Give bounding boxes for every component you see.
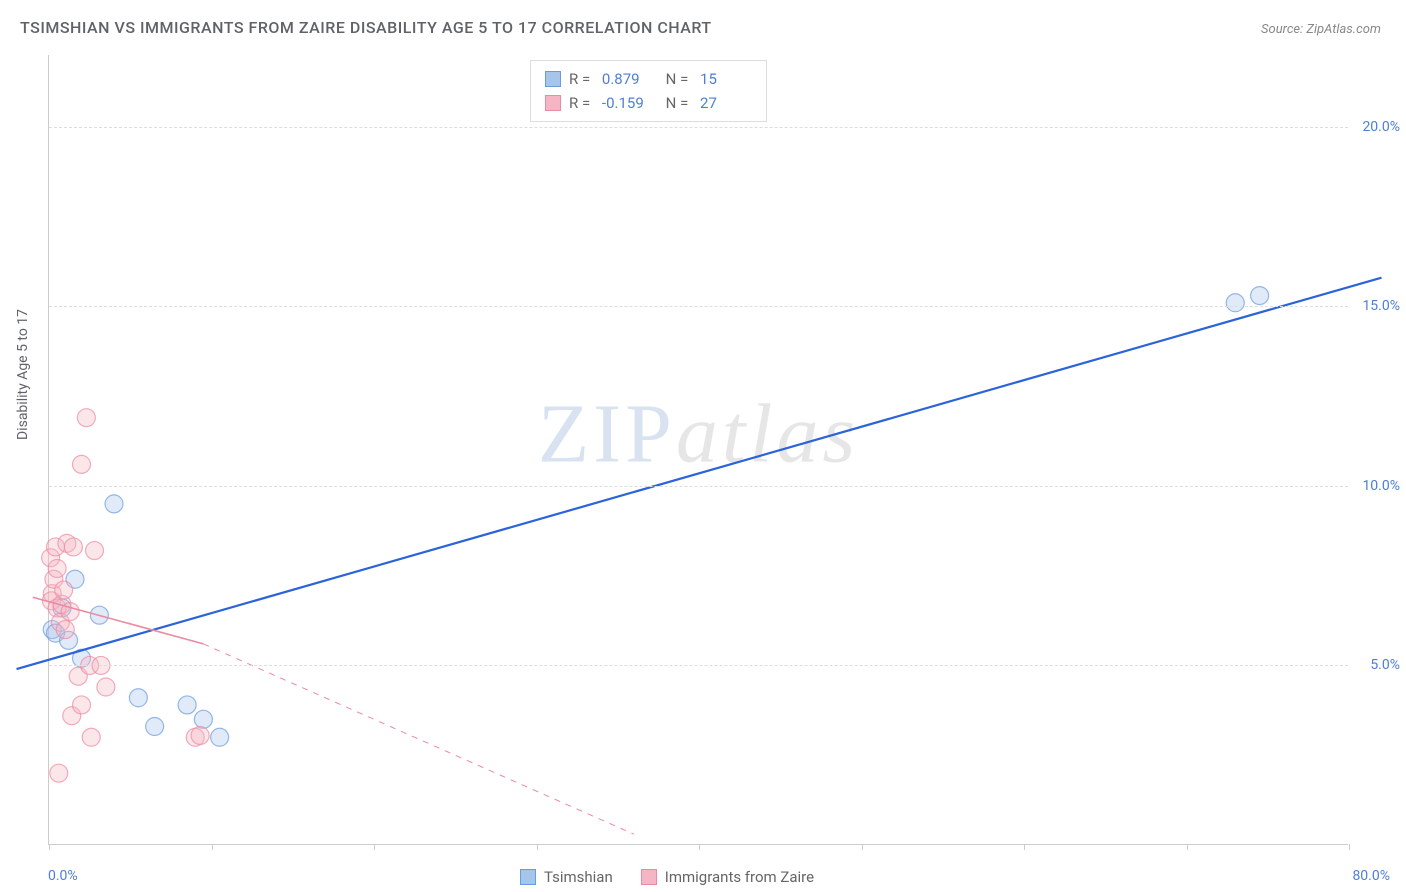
scatter-point: [129, 689, 147, 707]
scatter-point: [105, 495, 123, 513]
gridline: [49, 486, 1348, 487]
scatter-point: [56, 621, 74, 639]
scatter-point: [191, 726, 209, 744]
legend-item: Tsimshian: [520, 868, 613, 886]
chart-svg: [49, 55, 1348, 844]
y-tick-label: 5.0%: [1370, 657, 1400, 673]
stat-n-label: N =: [662, 67, 692, 91]
legend-swatch: [545, 95, 561, 111]
scatter-point: [77, 409, 95, 427]
stat-n-value: 15: [700, 67, 752, 91]
y-tick-label: 20.0%: [1362, 119, 1400, 135]
x-tick: [374, 844, 375, 850]
x-axis-max-label: 80.0%: [1352, 868, 1390, 884]
x-tick: [537, 844, 538, 850]
scatter-point: [86, 542, 104, 560]
legend-item: Immigrants from Zaire: [641, 868, 814, 886]
source-label: Source: ZipAtlas.com: [1261, 22, 1381, 37]
x-tick: [1024, 844, 1025, 850]
scatter-point: [211, 728, 229, 746]
x-tick: [862, 844, 863, 850]
scatter-point: [73, 696, 91, 714]
legend-label: Tsimshian: [544, 868, 613, 886]
regression-line: [17, 278, 1382, 669]
correlation-chart: TSIMSHIAN VS IMMIGRANTS FROM ZAIRE DISAB…: [0, 0, 1406, 892]
scatter-point: [1226, 294, 1244, 312]
gridline: [49, 306, 1348, 307]
gridline: [49, 665, 1348, 666]
legend-stats-box: R = 0.879 N = 15R = -0.159 N = 27: [530, 60, 767, 122]
x-tick: [49, 844, 50, 850]
scatter-point: [64, 538, 82, 556]
chart-title: TSIMSHIAN VS IMMIGRANTS FROM ZAIRE DISAB…: [20, 18, 712, 37]
scatter-point: [82, 728, 100, 746]
stat-n-label: N =: [662, 91, 692, 115]
y-tick-label: 10.0%: [1362, 478, 1400, 494]
legend-bottom: Tsimshian Immigrants from Zaire: [520, 868, 814, 886]
legend-swatch: [520, 869, 536, 885]
stat-n-value: 27: [700, 91, 752, 115]
plot-area: ZIPatlas 5.0%10.0%15.0%20.0%: [48, 55, 1348, 845]
regression-line-dashed: [203, 644, 634, 834]
scatter-point: [178, 696, 196, 714]
legend-stats-row: R = 0.879 N = 15: [545, 67, 752, 91]
legend-stats-row: R = -0.159 N = 27: [545, 91, 752, 115]
stat-r-label: R =: [569, 91, 594, 115]
gridline: [49, 127, 1348, 128]
x-axis-min-label: 0.0%: [48, 868, 78, 884]
scatter-point: [1251, 287, 1269, 305]
stat-r-value: 0.879: [602, 67, 654, 91]
x-tick: [212, 844, 213, 850]
legend-swatch: [641, 869, 657, 885]
scatter-point: [50, 764, 68, 782]
scatter-point: [73, 455, 91, 473]
x-tick: [1349, 844, 1350, 850]
scatter-point: [97, 678, 115, 696]
legend-label: Immigrants from Zaire: [665, 868, 814, 886]
legend-swatch: [545, 71, 561, 87]
x-tick: [699, 844, 700, 850]
stat-r-label: R =: [569, 67, 594, 91]
stat-r-value: -0.159: [602, 91, 654, 115]
scatter-point: [55, 581, 73, 599]
x-tick: [1187, 844, 1188, 850]
scatter-point: [48, 560, 66, 578]
y-axis-label: Disability Age 5 to 17: [15, 309, 31, 440]
y-tick-label: 15.0%: [1362, 298, 1400, 314]
scatter-point: [194, 710, 212, 728]
scatter-point: [146, 718, 164, 736]
